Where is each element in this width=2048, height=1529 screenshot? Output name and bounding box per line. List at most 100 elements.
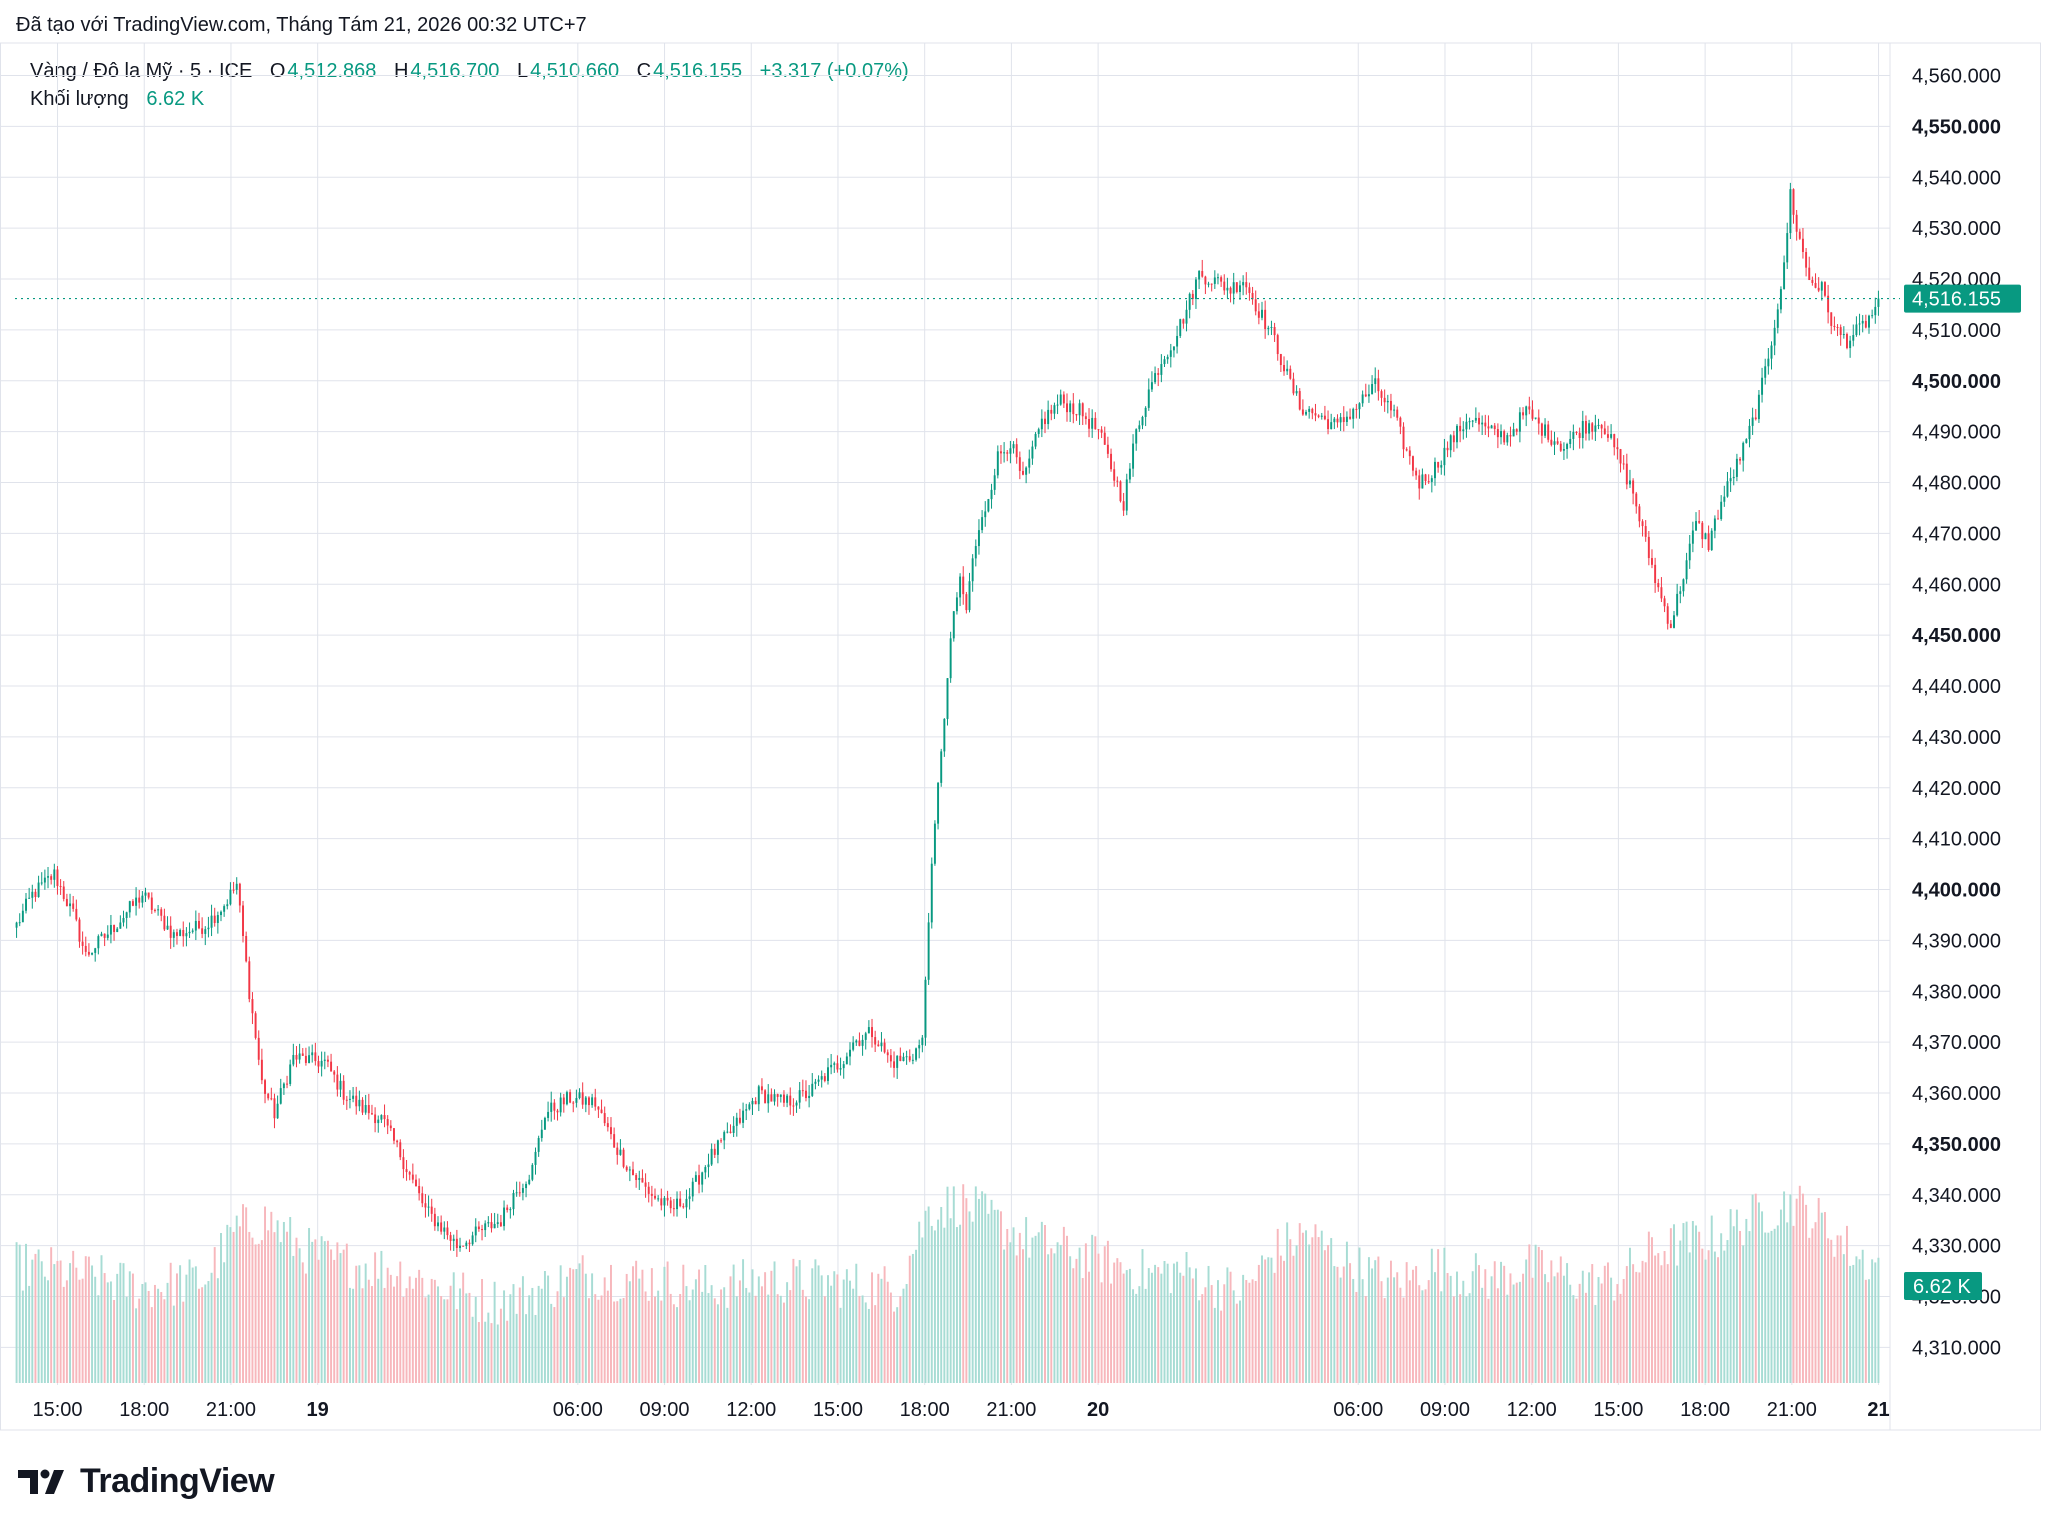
volume-bar <box>899 1296 902 1383</box>
candle-body <box>899 1055 902 1061</box>
high-label: H <box>393 60 409 82</box>
volume-bar <box>679 1294 682 1383</box>
created-with-text: Đã tạo với TradingView.com, Tháng Tám 21… <box>16 14 587 36</box>
symbol-title[interactable]: Vàng / Đô la Mỹ · 5 · ICE <box>30 60 253 82</box>
candle-body <box>1437 461 1440 468</box>
volume-bar <box>471 1316 474 1383</box>
volume-bar <box>1044 1225 1046 1383</box>
volume-bar <box>1110 1283 1113 1383</box>
candle-body <box>245 936 248 962</box>
candle-body <box>1311 408 1314 414</box>
candle-body <box>820 1076 823 1080</box>
volume-bar <box>1081 1278 1084 1383</box>
volume-bar <box>962 1184 965 1383</box>
volume-bar <box>1364 1296 1367 1383</box>
volume-bar <box>216 1278 219 1383</box>
candle-body <box>226 904 229 907</box>
volume-bar <box>1418 1285 1421 1383</box>
volume-bar <box>1279 1255 1282 1383</box>
candle-body <box>1144 407 1147 417</box>
volume-bar <box>959 1224 962 1383</box>
volume-bar <box>367 1279 370 1383</box>
candle-body <box>160 909 163 916</box>
volume-bar <box>1641 1260 1644 1383</box>
volume-bar <box>707 1293 710 1383</box>
candle-body <box>455 1238 458 1248</box>
candle-body <box>1823 282 1826 296</box>
volume-bar <box>1688 1252 1691 1383</box>
volume-bar <box>157 1288 160 1383</box>
volume-bar <box>1141 1249 1144 1383</box>
volume-bar <box>1503 1265 1506 1383</box>
volume-bar <box>1150 1272 1153 1383</box>
volume-bar <box>622 1298 625 1383</box>
candle-body <box>59 886 62 888</box>
x-tick-label: 18:00 <box>1680 1399 1730 1421</box>
volume-bar <box>361 1288 364 1383</box>
candle-body <box>971 558 974 582</box>
y-tick-label: 4,340.000 <box>1912 1185 2001 1207</box>
candle-body <box>1443 447 1446 466</box>
volume-bar <box>1871 1259 1874 1383</box>
candle-body <box>481 1229 484 1231</box>
y-tick-label: 4,400.000 <box>1912 880 2001 902</box>
candle-body <box>1537 417 1540 424</box>
candle-body <box>1264 309 1267 330</box>
candle-body <box>1676 593 1679 616</box>
volume-bar <box>654 1296 656 1383</box>
candle-body <box>679 1198 682 1207</box>
volume-bar <box>597 1299 600 1383</box>
candle-body <box>1339 417 1342 423</box>
volume-bar <box>1742 1245 1745 1383</box>
candle-body <box>1201 271 1204 277</box>
candle-body <box>1430 478 1433 482</box>
candle-body <box>1091 417 1094 429</box>
candle-body <box>770 1094 773 1102</box>
volume-bar <box>1169 1293 1172 1383</box>
candle-body <box>97 936 100 949</box>
candle-body <box>248 961 251 1000</box>
candle-body <box>273 1098 276 1119</box>
volume-bar <box>298 1248 301 1383</box>
volume-bar <box>1830 1239 1833 1383</box>
volume-bar <box>326 1240 329 1383</box>
candle-body <box>1456 425 1458 443</box>
volume-bar <box>1833 1256 1836 1383</box>
candle-body <box>235 883 238 890</box>
candle-body <box>1852 335 1855 341</box>
volume-bar <box>380 1250 383 1383</box>
volume-bar <box>990 1199 993 1383</box>
volume-bar <box>1408 1280 1411 1383</box>
volume-bar <box>1022 1249 1024 1383</box>
volume-bar <box>1820 1212 1823 1383</box>
volume-bar <box>1789 1194 1792 1383</box>
volume-bar <box>1682 1223 1685 1383</box>
price-chart[interactable]: 4,310.0004,320.0004,330.0004,340.0004,35… <box>0 0 2048 1460</box>
volume-legend: Khối lượng 6.62 K <box>30 88 206 111</box>
candle-body <box>37 882 40 898</box>
volume-bar <box>1569 1284 1572 1383</box>
volume-bar <box>1669 1228 1672 1383</box>
volume-bar <box>1330 1238 1333 1383</box>
candle-body <box>550 1102 553 1112</box>
candle-body <box>34 891 37 898</box>
volume-label[interactable]: Khối lượng <box>30 88 129 110</box>
candle-body <box>389 1125 392 1129</box>
candle-body <box>1056 404 1059 406</box>
volume-bar <box>575 1269 578 1383</box>
volume-bar <box>251 1237 254 1383</box>
volume-bar <box>647 1300 650 1383</box>
volume-bar <box>1245 1279 1248 1383</box>
volume-bar <box>1754 1193 1757 1383</box>
candle-body <box>654 1195 656 1199</box>
volume-bar <box>1550 1260 1553 1383</box>
candle-body <box>1805 252 1808 268</box>
y-tick-label: 4,350.000 <box>1912 1134 2001 1156</box>
volume-bar <box>1515 1282 1518 1383</box>
volume-bar <box>317 1259 320 1383</box>
volume-bar <box>1352 1278 1355 1383</box>
candle-body <box>707 1164 710 1168</box>
volume-bar <box>1540 1250 1543 1383</box>
candle-body <box>1459 425 1462 432</box>
volume-bar <box>1345 1241 1348 1383</box>
